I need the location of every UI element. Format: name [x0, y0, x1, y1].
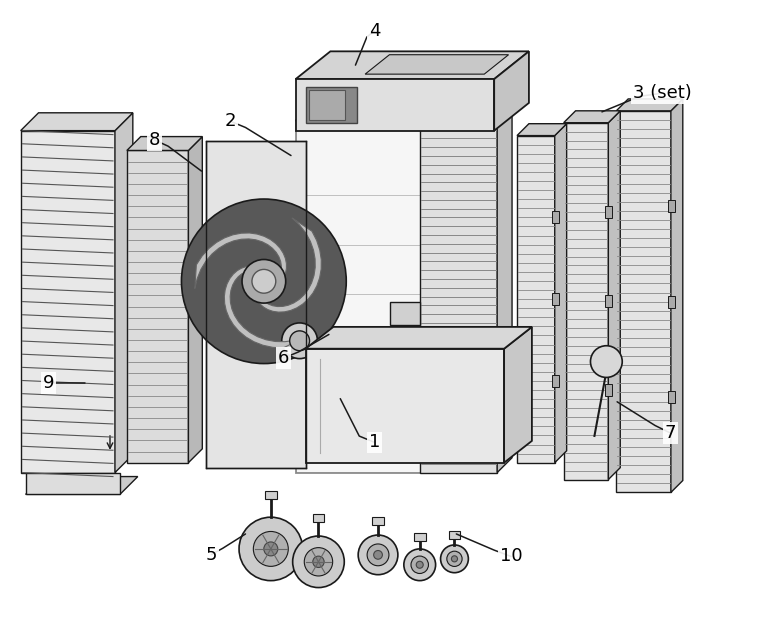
Polygon shape [668, 200, 675, 212]
Circle shape [242, 260, 286, 303]
Polygon shape [448, 531, 461, 539]
Polygon shape [21, 131, 115, 472]
Circle shape [252, 269, 276, 293]
Text: 10: 10 [500, 547, 523, 565]
Circle shape [367, 544, 389, 565]
Polygon shape [26, 472, 120, 494]
Polygon shape [225, 266, 305, 348]
Polygon shape [494, 52, 529, 131]
Circle shape [312, 556, 324, 567]
Circle shape [282, 323, 318, 359]
Circle shape [404, 549, 435, 581]
Polygon shape [564, 111, 620, 123]
Polygon shape [309, 90, 345, 120]
Polygon shape [390, 302, 419, 325]
Polygon shape [189, 136, 202, 463]
Text: 4: 4 [369, 22, 380, 40]
Circle shape [452, 556, 458, 562]
Polygon shape [419, 106, 512, 121]
Circle shape [239, 517, 303, 581]
Polygon shape [552, 293, 558, 305]
Polygon shape [306, 87, 358, 123]
Polygon shape [265, 491, 277, 499]
Circle shape [264, 542, 278, 556]
Polygon shape [605, 206, 612, 218]
Polygon shape [517, 136, 555, 463]
Polygon shape [617, 111, 671, 493]
Polygon shape [608, 111, 620, 479]
Polygon shape [195, 233, 286, 289]
Polygon shape [668, 296, 675, 308]
Polygon shape [497, 106, 512, 472]
Circle shape [374, 550, 383, 559]
Text: 8: 8 [149, 131, 160, 149]
Circle shape [304, 548, 332, 576]
Text: 3 (set): 3 (set) [633, 84, 692, 102]
Polygon shape [296, 121, 435, 472]
Polygon shape [435, 101, 455, 472]
Text: 1: 1 [369, 433, 380, 451]
Polygon shape [668, 391, 675, 403]
Polygon shape [296, 101, 455, 121]
Polygon shape [306, 418, 425, 443]
Polygon shape [372, 517, 384, 525]
Polygon shape [365, 55, 509, 74]
Circle shape [441, 545, 468, 572]
Polygon shape [312, 515, 325, 522]
Circle shape [182, 199, 346, 364]
Polygon shape [605, 295, 612, 307]
Polygon shape [414, 533, 426, 541]
Text: 9: 9 [43, 374, 54, 392]
Polygon shape [127, 150, 189, 463]
Text: 5: 5 [206, 545, 217, 564]
Polygon shape [206, 140, 306, 467]
Polygon shape [21, 113, 133, 131]
Polygon shape [552, 211, 558, 223]
Polygon shape [671, 99, 683, 493]
Polygon shape [296, 52, 529, 79]
Circle shape [290, 331, 309, 351]
Polygon shape [306, 327, 532, 348]
Polygon shape [552, 375, 558, 387]
Polygon shape [306, 348, 504, 463]
Polygon shape [504, 327, 532, 463]
Circle shape [358, 535, 398, 575]
Circle shape [293, 536, 345, 587]
Polygon shape [617, 99, 683, 111]
Polygon shape [26, 477, 138, 494]
Text: 6: 6 [278, 349, 289, 367]
Polygon shape [256, 218, 322, 312]
Polygon shape [605, 384, 612, 396]
Polygon shape [555, 124, 567, 463]
Text: 7: 7 [665, 424, 676, 442]
Circle shape [447, 551, 462, 567]
Circle shape [416, 561, 423, 568]
Circle shape [591, 346, 622, 377]
Circle shape [411, 556, 429, 574]
Polygon shape [296, 79, 494, 131]
Polygon shape [517, 124, 567, 136]
Circle shape [254, 532, 288, 566]
Polygon shape [115, 113, 133, 472]
Polygon shape [419, 121, 497, 472]
Polygon shape [564, 123, 608, 479]
Polygon shape [127, 136, 202, 150]
Text: 2: 2 [225, 112, 236, 130]
